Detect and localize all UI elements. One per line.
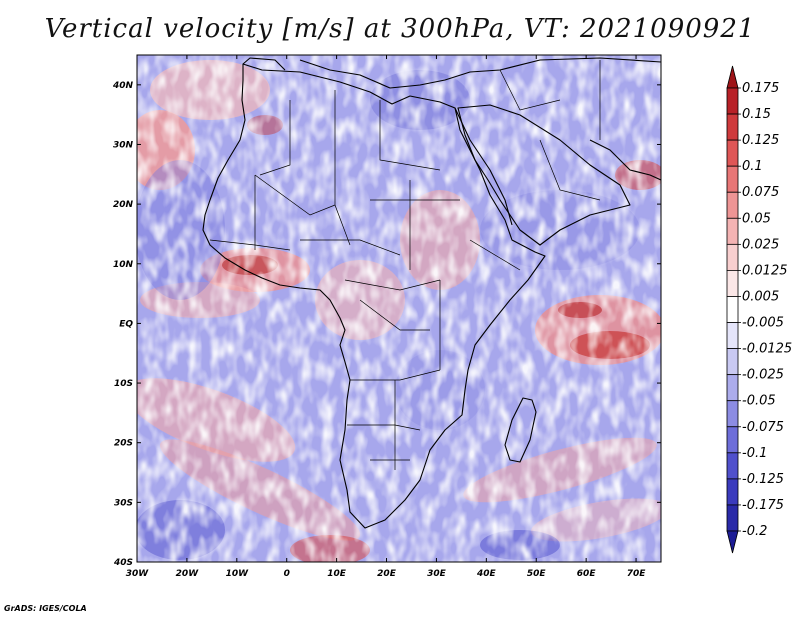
- colorbar-swatch: [726, 165, 739, 193]
- colorbar-label: 0.125: [742, 133, 779, 148]
- lon-tick-label: 30E: [427, 569, 447, 579]
- colorbar-swatch: [726, 400, 739, 428]
- plot-frame: [136, 54, 662, 563]
- colorbar-label: -0.025: [742, 368, 784, 383]
- colorbar-label: -0.0125: [742, 342, 792, 357]
- colorbar-swatch: [726, 374, 739, 402]
- colorbar-swatch: [726, 87, 739, 115]
- border-line: [209, 239, 291, 251]
- colorbar-swatch: [726, 113, 739, 141]
- border-line: [259, 100, 291, 176]
- arabian-peninsula: [457, 104, 631, 246]
- lat-tick-label: 40N: [112, 81, 134, 91]
- africa-coastline: [202, 63, 546, 529]
- border-line: [539, 139, 601, 201]
- lat-tick-label: 10N: [113, 260, 134, 270]
- colorbar-label: -0.2: [742, 524, 767, 539]
- lon-tick-label: 60E: [577, 569, 597, 579]
- lon-tick-label: 20E: [377, 569, 397, 579]
- colorbar-label: -0.075: [742, 420, 784, 435]
- lat-tick-label: 20N: [113, 200, 134, 210]
- lat-tick-label: 30N: [113, 140, 134, 150]
- border-line: [334, 90, 351, 246]
- colorbar: 0.175 0.15 0.125 0.1 0.075 0.05 0.025 0.0125 0.0…: [726, 65, 792, 554]
- colorbar-arrow-bottom: [726, 530, 739, 554]
- colorbar-swatch: [726, 270, 739, 297]
- border-line: [350, 369, 441, 381]
- lon-tick-label: 10E: [327, 569, 347, 579]
- colorbar-label: 0.005: [742, 289, 779, 304]
- colorbar-label: -0.125: [742, 472, 784, 487]
- coastlines: [202, 57, 661, 529]
- map-title: Vertical velocity [m/s] at 300hPa, VT: 2…: [44, 14, 756, 44]
- colorbar-swatch: [726, 426, 739, 454]
- latitude-axis: 40N 30N 20N 10N EQ 10S 20S 30S 40S: [112, 81, 661, 568]
- lon-tick-label: 0: [284, 569, 290, 579]
- colorbar-swatch: [726, 191, 739, 219]
- lon-tick-label: 30W: [126, 569, 150, 579]
- persian-gulf: [589, 139, 661, 181]
- border-line: [344, 279, 441, 291]
- colorbar-arrow-top: [726, 65, 739, 89]
- lon-tick-label: 40E: [476, 569, 497, 579]
- lat-tick-label: 20S: [114, 439, 133, 449]
- border-line: [359, 299, 430, 331]
- colorbar-label: 0.175: [742, 81, 779, 96]
- lon-tick-label: 70E: [627, 569, 647, 579]
- colorbar-label: -0.05: [742, 394, 776, 409]
- country-borders: [209, 60, 601, 470]
- iberia: [242, 57, 286, 71]
- grads-credit: GrADS: IGES/COLA: [4, 604, 87, 613]
- lon-tick-label: 10W: [226, 569, 250, 579]
- mediterranean-coast-north: [299, 57, 661, 89]
- colorbar-swatch: [726, 504, 739, 532]
- lat-tick-label: 30S: [114, 498, 133, 508]
- colorbar-swatch: [726, 322, 739, 349]
- lon-tick-label: 20W: [176, 569, 200, 579]
- colorbar-label: -0.005: [742, 316, 784, 331]
- colorbar-label: 0.1: [742, 159, 763, 174]
- border-line: [499, 69, 561, 111]
- map-area: [137, 55, 661, 562]
- colorbar-swatch: [726, 478, 739, 506]
- lon-tick-label: 50E: [527, 569, 547, 579]
- longitude-axis: 30W 20W 10W 0 10E 20E 30E 40E 50E 60E 70E: [126, 55, 646, 579]
- colorbar-label: 0.0125: [742, 263, 788, 278]
- lat-tick-label: EQ: [119, 319, 133, 329]
- border-line: [469, 239, 521, 271]
- colorbar-swatch: [726, 452, 739, 480]
- colorbar-swatch: [726, 296, 739, 323]
- colorbar-swatch: [726, 139, 739, 167]
- colorbar-label: 0.025: [742, 237, 779, 252]
- field-texture: [137, 55, 661, 562]
- colorbar-label: -0.175: [742, 498, 784, 513]
- colorbar-label: 0.05: [742, 211, 771, 226]
- colorbar-swatch: [726, 243, 739, 271]
- border-line: [254, 174, 336, 216]
- border-line: [300, 239, 401, 256]
- colorbar-label: 0.075: [742, 185, 779, 200]
- colorbar-label: -0.1: [742, 446, 767, 461]
- border-line: [379, 100, 441, 171]
- madagascar: [504, 397, 537, 463]
- lat-tick-label: 40S: [113, 558, 133, 568]
- colorbar-swatch: [726, 348, 739, 376]
- colorbar-swatch: [726, 217, 739, 245]
- red-sea: [454, 107, 513, 226]
- colorbar-label: 0.15: [742, 107, 771, 122]
- lat-tick-label: 10S: [114, 379, 133, 389]
